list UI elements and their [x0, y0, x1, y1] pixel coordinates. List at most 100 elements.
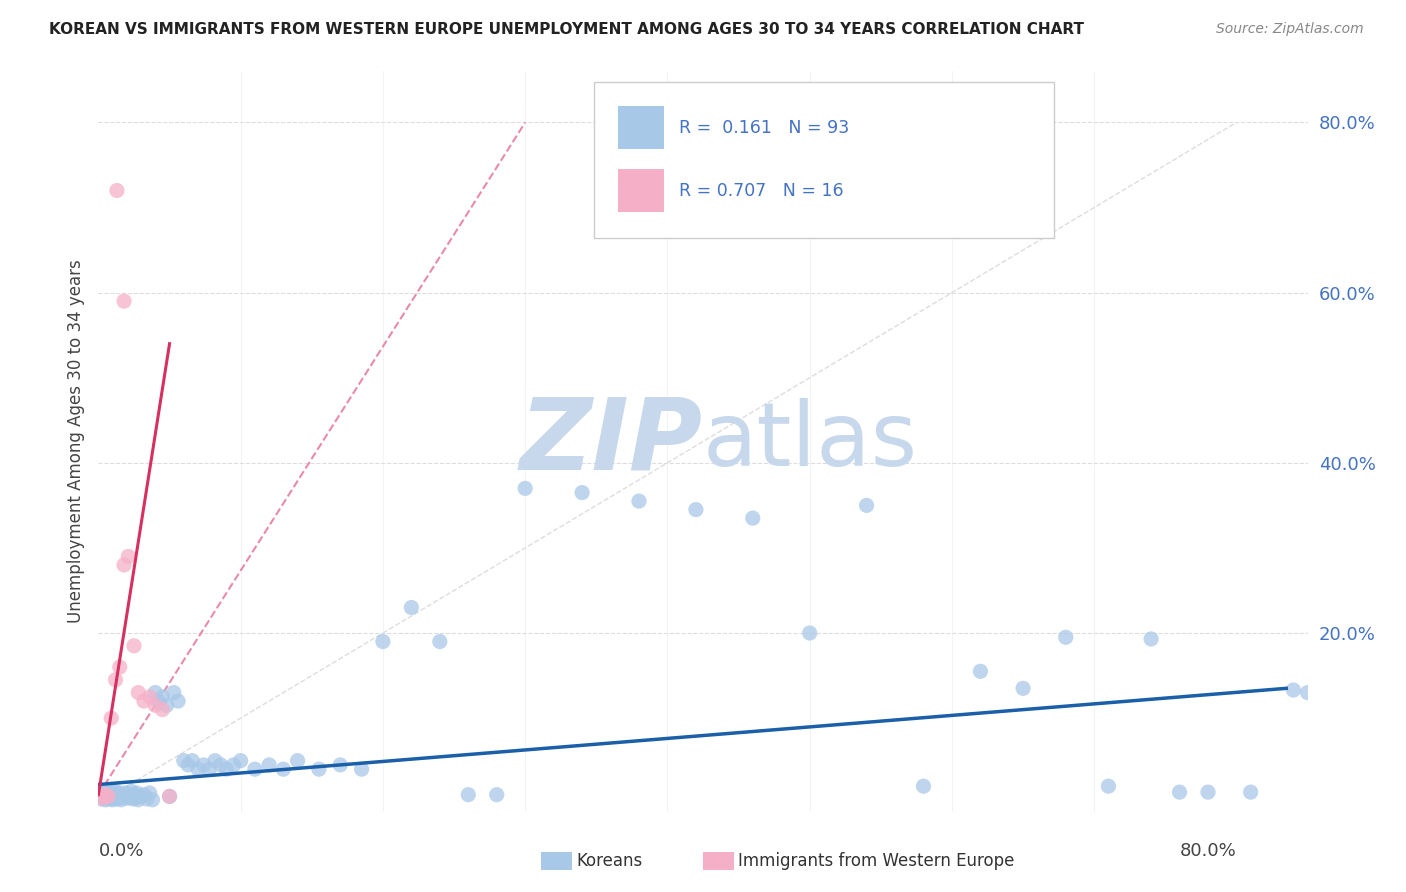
- Point: [101, 786, 124, 800]
- Point: [122, 639, 145, 653]
- Point: [229, 754, 252, 768]
- Point: [105, 184, 128, 198]
- Text: R = 0.707   N = 16: R = 0.707 N = 16: [679, 182, 844, 200]
- Point: [135, 792, 157, 806]
- Point: [1296, 685, 1319, 699]
- FancyBboxPatch shape: [619, 106, 664, 149]
- Text: 80.0%: 80.0%: [1180, 841, 1236, 860]
- Text: atlas: atlas: [703, 398, 918, 485]
- Point: [1140, 632, 1163, 646]
- Point: [143, 698, 166, 713]
- Point: [91, 789, 114, 804]
- Point: [97, 784, 120, 798]
- Point: [98, 792, 121, 806]
- Point: [1282, 683, 1305, 698]
- Point: [97, 791, 120, 805]
- Point: [181, 754, 204, 768]
- Point: [173, 754, 195, 768]
- Point: [132, 694, 155, 708]
- Point: [104, 789, 127, 804]
- Point: [91, 791, 114, 805]
- Point: [163, 685, 186, 699]
- FancyBboxPatch shape: [595, 82, 1053, 238]
- Point: [97, 789, 120, 804]
- Point: [273, 762, 295, 776]
- Point: [127, 685, 149, 699]
- Text: Immigrants from Western Europe: Immigrants from Western Europe: [738, 852, 1015, 870]
- Text: R =  0.161   N = 93: R = 0.161 N = 93: [679, 119, 849, 136]
- Point: [143, 685, 166, 699]
- Point: [118, 789, 141, 804]
- Point: [1168, 785, 1191, 799]
- Point: [132, 788, 155, 802]
- Point: [112, 558, 135, 572]
- Point: [89, 788, 111, 802]
- Point: [112, 294, 135, 309]
- Point: [141, 793, 163, 807]
- Point: [96, 786, 118, 800]
- Point: [107, 789, 129, 804]
- Point: [308, 762, 330, 776]
- Point: [243, 762, 266, 776]
- Text: Koreans: Koreans: [576, 852, 643, 870]
- Text: KOREAN VS IMMIGRANTS FROM WESTERN EUROPE UNEMPLOYMENT AMONG AGES 30 TO 34 YEARS : KOREAN VS IMMIGRANTS FROM WESTERN EUROPE…: [49, 22, 1084, 37]
- Point: [429, 634, 451, 648]
- Point: [215, 762, 238, 776]
- Point: [111, 788, 134, 802]
- Text: ZIP: ZIP: [520, 393, 703, 490]
- Point: [110, 793, 132, 807]
- Point: [1197, 785, 1219, 799]
- Point: [1240, 785, 1263, 799]
- Text: Source: ZipAtlas.com: Source: ZipAtlas.com: [1216, 22, 1364, 37]
- Point: [799, 626, 821, 640]
- Point: [108, 660, 131, 674]
- Point: [120, 784, 142, 798]
- Point: [122, 788, 145, 802]
- Point: [685, 502, 707, 516]
- Y-axis label: Unemployment Among Ages 30 to 34 years: Unemployment Among Ages 30 to 34 years: [66, 260, 84, 624]
- Point: [94, 793, 117, 807]
- Point: [138, 690, 160, 704]
- Point: [117, 788, 139, 802]
- Point: [100, 711, 122, 725]
- Point: [209, 758, 232, 772]
- Point: [159, 789, 181, 804]
- Point: [98, 788, 121, 802]
- Point: [1097, 779, 1119, 793]
- Point: [485, 788, 508, 802]
- Point: [159, 789, 181, 804]
- Point: [193, 758, 215, 772]
- Point: [152, 703, 174, 717]
- Point: [152, 690, 174, 704]
- Point: [125, 786, 148, 800]
- Point: [969, 665, 991, 679]
- Point: [91, 786, 114, 800]
- Point: [257, 758, 280, 772]
- Point: [90, 792, 112, 806]
- Point: [627, 494, 650, 508]
- Text: 0.0%: 0.0%: [98, 841, 143, 860]
- Point: [108, 791, 131, 805]
- Point: [177, 758, 200, 772]
- Point: [104, 673, 127, 687]
- Point: [115, 791, 138, 805]
- Point: [100, 783, 122, 797]
- Point: [401, 600, 423, 615]
- Point: [156, 698, 179, 713]
- Point: [93, 791, 115, 805]
- Point: [117, 549, 139, 564]
- Point: [89, 789, 111, 804]
- Point: [94, 788, 117, 802]
- Point: [204, 754, 226, 768]
- Point: [329, 758, 352, 772]
- Point: [198, 762, 221, 776]
- Point: [108, 786, 131, 800]
- Point: [121, 792, 143, 806]
- Point: [127, 793, 149, 807]
- Point: [129, 789, 152, 804]
- Point: [93, 783, 115, 797]
- Point: [855, 499, 877, 513]
- Point: [571, 485, 593, 500]
- Point: [741, 511, 763, 525]
- Point: [222, 758, 245, 772]
